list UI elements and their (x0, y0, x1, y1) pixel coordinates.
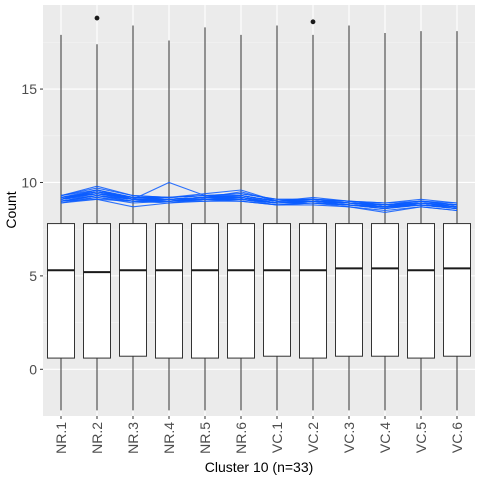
box-body (335, 223, 363, 357)
x-tick-label: NR.3 (125, 422, 141, 454)
y-tick-label: 0 (29, 361, 37, 377)
x-tick-label: NR.6 (233, 422, 249, 454)
profile-line (60, 195, 458, 208)
x-tick-label: NR.5 (197, 422, 213, 454)
x-axis-title: Cluster 10 (n=33) (205, 459, 314, 475)
box-nr-4 (155, 40, 183, 411)
box-body (119, 223, 147, 357)
profile-line (60, 198, 458, 212)
x-tick-label: VC.4 (377, 422, 393, 453)
box-body (263, 223, 291, 357)
box-body (443, 223, 471, 357)
axes: 0 5 10 15 NR.1 NR.2 NR.3 NR.4 NR.5 NR.6 VC.1 VC.2 VC… (21, 81, 465, 454)
box-vc-1 (263, 25, 291, 411)
box-vc-5 (407, 31, 435, 411)
outlier-point (94, 15, 100, 21)
plot-panel (43, 5, 475, 416)
y-tick-label: 15 (21, 81, 37, 97)
box-body (155, 223, 183, 359)
x-tick-label: VC.2 (305, 422, 321, 453)
box-body (299, 223, 327, 359)
box-nr-5 (191, 27, 219, 411)
box-nr-3 (119, 25, 147, 411)
x-tick-label: VC.5 (413, 422, 429, 453)
outlier-point (310, 19, 316, 25)
profile-lines (60, 181, 458, 213)
y-tick-label: 5 (29, 268, 37, 284)
boxes (47, 15, 471, 411)
box-body (227, 223, 255, 359)
box-nr-2 (83, 15, 111, 411)
x-tick-label: NR.1 (53, 422, 69, 454)
box-vc-3 (335, 25, 363, 411)
box-body (371, 223, 399, 357)
box-body (83, 223, 111, 359)
box-nr-6 (227, 34, 255, 411)
profile-line (60, 196, 458, 210)
box-vc-6 (443, 31, 471, 411)
x-tick-label: VC.1 (269, 422, 285, 453)
y-tick-label: 10 (21, 174, 37, 190)
box-vc-4 (371, 33, 399, 411)
x-tick-label: NR.2 (89, 422, 105, 454)
box-vc-2 (299, 19, 327, 411)
x-tick-label: VC.6 (449, 422, 465, 453)
box-nr-1 (47, 34, 75, 411)
x-tick-label: VC.3 (341, 422, 357, 453)
box-body (191, 223, 219, 359)
y-axis-title: Count (3, 191, 19, 228)
x-tick-label: NR.4 (161, 422, 177, 454)
box-body (407, 223, 435, 359)
box-body (47, 223, 75, 359)
